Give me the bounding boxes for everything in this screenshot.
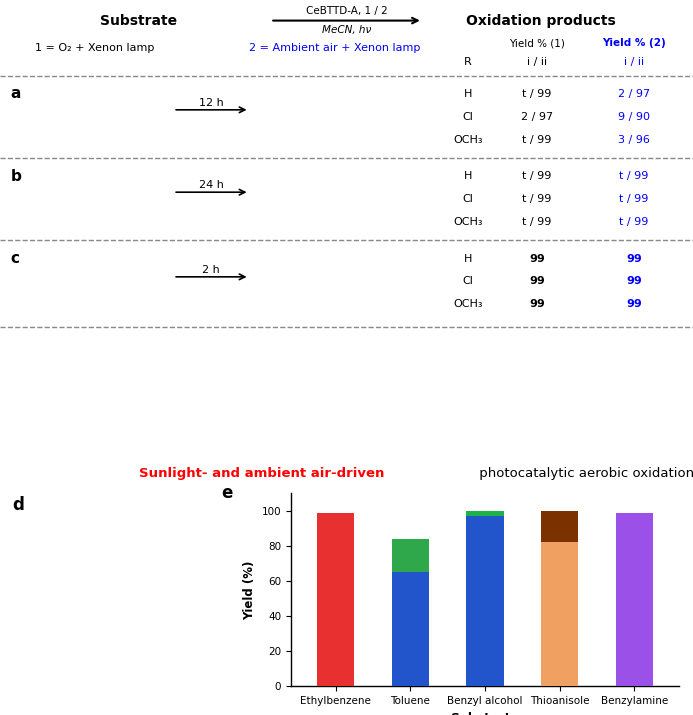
Text: 1 = O₂ + Xenon lamp: 1 = O₂ + Xenon lamp	[35, 43, 154, 53]
Text: e: e	[221, 483, 233, 502]
Text: 99: 99	[626, 300, 642, 310]
Text: 3 / 96: 3 / 96	[618, 134, 650, 144]
Text: b: b	[10, 169, 21, 184]
Text: Substrate: Substrate	[100, 14, 177, 28]
Text: i / ii: i / ii	[624, 56, 644, 66]
Text: Yield % (1): Yield % (1)	[509, 39, 565, 49]
Text: 99: 99	[626, 254, 642, 264]
Text: d: d	[12, 496, 24, 514]
Text: 9 / 90: 9 / 90	[618, 112, 650, 122]
Text: Oxidation products: Oxidation products	[466, 14, 615, 28]
Text: 24 h: 24 h	[199, 180, 224, 190]
Bar	[392, 572, 429, 686]
Text: c: c	[10, 251, 19, 266]
Text: OCH₃: OCH₃	[453, 300, 482, 310]
Bar	[466, 511, 504, 516]
Text: H: H	[464, 171, 472, 181]
Bar	[541, 511, 579, 543]
Text: H: H	[464, 89, 472, 99]
Text: t / 99: t / 99	[620, 194, 649, 204]
Text: 99: 99	[529, 254, 545, 264]
Y-axis label: Yield (%): Yield (%)	[243, 560, 256, 620]
Text: R: R	[464, 56, 472, 66]
X-axis label: Substrate: Substrate	[450, 711, 520, 715]
Text: t / 99: t / 99	[523, 89, 552, 99]
Text: MeCN, hν: MeCN, hν	[322, 25, 371, 35]
Text: 2 / 97: 2 / 97	[521, 112, 553, 122]
Text: Yield % (2): Yield % (2)	[602, 39, 666, 49]
Text: 99: 99	[626, 277, 642, 287]
Text: t / 99: t / 99	[620, 171, 649, 181]
Text: OCH₃: OCH₃	[453, 134, 482, 144]
Bar	[317, 513, 355, 686]
Text: 99: 99	[529, 277, 545, 287]
Text: t / 99: t / 99	[523, 171, 552, 181]
Text: 2 / 97: 2 / 97	[618, 89, 650, 99]
Bar	[541, 543, 579, 686]
Text: Cl: Cl	[462, 194, 473, 204]
Text: t / 99: t / 99	[523, 217, 552, 227]
Text: i / ii: i / ii	[527, 56, 547, 66]
Text: Cl: Cl	[462, 277, 473, 287]
Text: H: H	[464, 254, 472, 264]
Bar	[615, 513, 653, 686]
Bar	[466, 516, 504, 686]
Text: CeBTTD-A, 1 / 2: CeBTTD-A, 1 / 2	[306, 6, 387, 16]
Text: a: a	[10, 87, 21, 102]
Text: Sunlight- and ambient air-driven: Sunlight- and ambient air-driven	[139, 467, 384, 480]
Text: 12 h: 12 h	[199, 98, 224, 108]
Text: Cl: Cl	[462, 112, 473, 122]
Text: t / 99: t / 99	[620, 217, 649, 227]
Text: t / 99: t / 99	[523, 134, 552, 144]
Text: 2 h: 2 h	[202, 265, 220, 275]
Text: 2 = Ambient air + Xenon lamp: 2 = Ambient air + Xenon lamp	[249, 43, 421, 53]
Text: photocatalytic aerobic oxidation: photocatalytic aerobic oxidation	[475, 467, 693, 480]
Text: OCH₃: OCH₃	[453, 217, 482, 227]
Text: 99: 99	[529, 300, 545, 310]
Text: t / 99: t / 99	[523, 194, 552, 204]
Bar	[392, 539, 429, 572]
